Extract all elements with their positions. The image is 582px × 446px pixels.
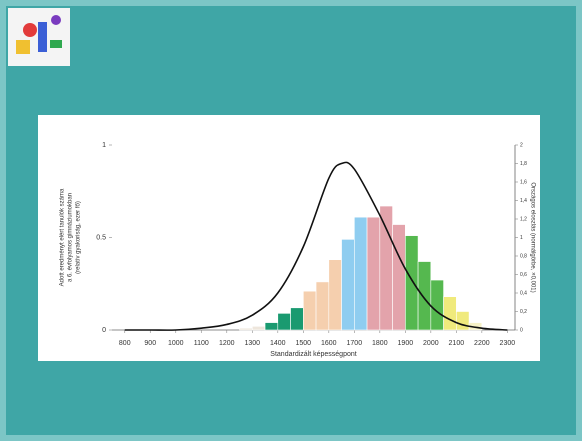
bar [328, 259, 342, 331]
y2-tick-label: 1,6 [520, 179, 527, 185]
x-tick-label: 1400 [270, 340, 286, 347]
y2-tick-label: 1 [520, 235, 523, 241]
chart: 0 0.5 1 0 0,2 0,4 0,6 0,8 1 1,2 1,4 1,6 1,8 2 800 900 10… [60, 142, 536, 358]
x-tick-label: 800 [119, 340, 131, 347]
x-tick-label: 1800 [372, 340, 388, 347]
bar [392, 224, 406, 331]
y-axis-label: (relatív gyakoriság, ezer fő) [76, 201, 82, 274]
x-tick-label: 1500 [296, 340, 312, 347]
x-tick-label: 2300 [500, 340, 516, 347]
bar [239, 327, 253, 331]
bar [405, 235, 419, 331]
logo-shape [16, 40, 30, 54]
y2-axis-label: Országos eloszlás (normálgörbe, ×0,001) [529, 182, 535, 292]
y-tick-label: 0.5 [96, 234, 106, 241]
y2-tick-label: 0,6 [520, 272, 527, 278]
bar [430, 279, 444, 331]
bar [417, 261, 432, 331]
bar [264, 322, 279, 331]
bar [341, 239, 355, 331]
x-tick-label: 900 [144, 340, 156, 347]
y2-tick-label: 1,4 [520, 198, 527, 204]
logo-shape [38, 22, 47, 52]
bar [315, 281, 330, 331]
bar [290, 307, 304, 331]
y2-tick-label: 0,8 [520, 253, 527, 259]
logo [8, 8, 70, 66]
y-tick-label: 1 [102, 142, 106, 149]
logo-shape [50, 40, 62, 48]
y-axis-label: Adott eredményt elért tanulók száma [60, 188, 66, 286]
logo-shape [23, 23, 37, 37]
x-tick-label: 1000 [168, 340, 184, 347]
y2-tick-label: 0 [520, 327, 523, 333]
y2-tick-label: 1,8 [520, 161, 527, 167]
x-tick-label: 1300 [244, 340, 260, 347]
x-tick-label: 1600 [321, 340, 337, 347]
x-tick-label: 1700 [347, 340, 363, 347]
bar [251, 325, 266, 331]
y2-tick-label: 0,4 [520, 290, 527, 296]
x-tick-label: 2100 [449, 340, 465, 347]
distribution-curve [124, 161, 508, 331]
y-tick-label: 0 [102, 327, 106, 334]
y2-tick-label: 0,2 [520, 309, 527, 315]
bar [379, 205, 393, 331]
bar [354, 216, 368, 331]
x-tick-label: 1100 [194, 340, 209, 347]
x-tick-label: 1900 [398, 340, 414, 347]
bar [366, 216, 381, 331]
logo-shape [51, 15, 61, 25]
bar [456, 311, 470, 331]
x-axis-label: Standardizált képességpont [270, 351, 356, 358]
bar [277, 313, 291, 331]
x-tick-label: 2000 [423, 340, 439, 347]
y2-tick-label: 1,2 [520, 216, 527, 222]
y2-tick-label: 2 [520, 142, 523, 148]
bar [302, 290, 317, 331]
bar [443, 296, 457, 331]
x-tick-label: 2200 [474, 340, 490, 347]
x-tick-label: 1200 [219, 340, 235, 347]
y-axis-label: a 6. évfolyamos gimnáziumokban [68, 193, 74, 282]
